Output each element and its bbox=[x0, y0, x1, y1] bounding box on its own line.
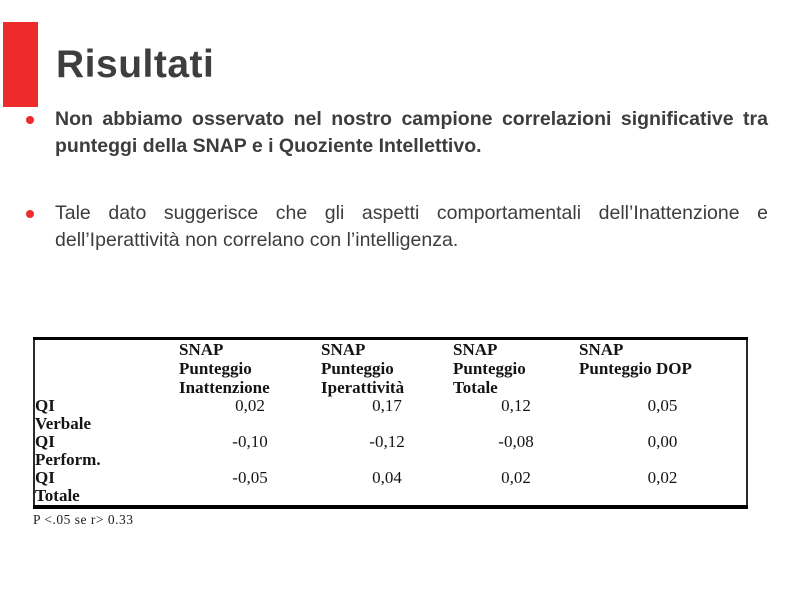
list-item: Tale dato suggerisce che gli aspetti com… bbox=[20, 200, 768, 254]
cell-value: 0,02 bbox=[235, 396, 265, 415]
list-item: Non abbiamo osservato nel nostro campion… bbox=[20, 106, 768, 160]
correlation-table: SNAP Punteggio Inattenzione SNAP Puntegg… bbox=[33, 337, 748, 528]
table-row: QI Verbale 0,02 0,17 0,12 0,05 bbox=[34, 397, 747, 433]
table-row: QI Totale -0,05 0,04 0,02 0,02 bbox=[34, 469, 747, 507]
table-footnote: P <.05 se r> 0.33 bbox=[33, 512, 134, 527]
header-empty bbox=[34, 339, 179, 398]
results-table: SNAP Punteggio Inattenzione SNAP Puntegg… bbox=[33, 337, 748, 509]
cell-value: 0,12 bbox=[501, 396, 531, 415]
header-snap-dop: SNAP Punteggio DOP bbox=[579, 340, 692, 378]
row-label-qi-verbale: QI Verbale bbox=[35, 396, 92, 433]
bullet-text-2: Tale dato suggerisce che gli aspetti com… bbox=[55, 202, 768, 251]
bullet-list: Non abbiamo osservato nel nostro campion… bbox=[20, 106, 768, 294]
row-label-qi-totale: QI Totale bbox=[35, 468, 80, 505]
cell-value: 0,00 bbox=[647, 432, 678, 451]
cell-value: -0,08 bbox=[498, 432, 534, 451]
row-label-qi-perform: QI Perform. bbox=[35, 432, 101, 469]
cell-value: 0,04 bbox=[372, 468, 402, 487]
header-snap-iperattivita: SNAP Punteggio Iperattività bbox=[321, 340, 405, 397]
cell-value: 0,02 bbox=[501, 468, 531, 487]
header-snap-totale: SNAP Punteggio Totale bbox=[453, 340, 526, 397]
cell-value: -0,10 bbox=[232, 432, 268, 451]
bullet-icon bbox=[26, 116, 34, 124]
bullet-icon bbox=[26, 210, 34, 218]
cell-value: 0,05 bbox=[647, 396, 678, 415]
page-title: Risultati bbox=[56, 43, 215, 86]
header-snap-inattenzione: SNAP Punteggio Inattenzione bbox=[179, 340, 270, 397]
table-header-row: SNAP Punteggio Inattenzione SNAP Puntegg… bbox=[34, 339, 747, 398]
bullet-text-1: Non abbiamo osservato nel nostro campion… bbox=[55, 108, 768, 157]
cell-value: 0,02 bbox=[647, 468, 678, 487]
red-accent-block bbox=[3, 22, 38, 107]
cell-value: -0,12 bbox=[369, 432, 405, 451]
cell-value: -0,05 bbox=[232, 468, 268, 487]
table-row: QI Perform. -0,10 -0,12 -0,08 0,00 bbox=[34, 433, 747, 469]
cell-value: 0,17 bbox=[372, 396, 402, 415]
